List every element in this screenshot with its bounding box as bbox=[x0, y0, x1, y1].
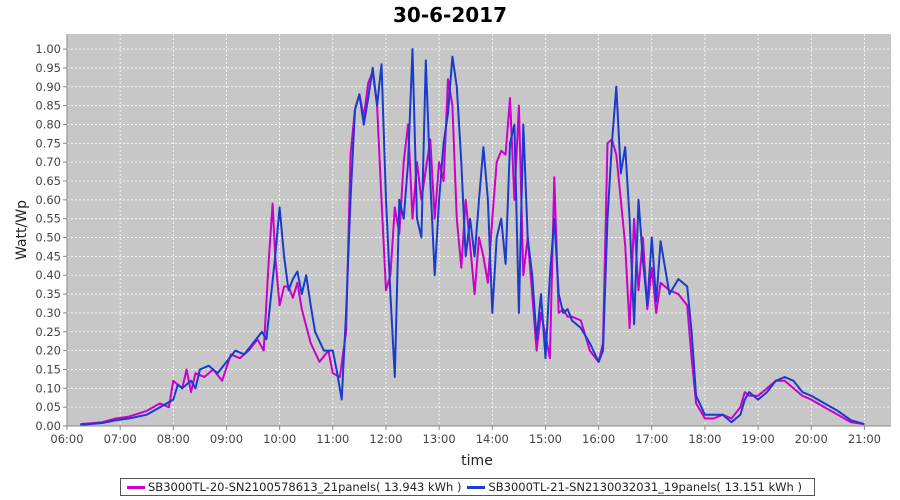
y-tick-label: 0.10 bbox=[35, 381, 61, 395]
legend-label: SB3000TL-21-SN2130032031_19panels( 13.15… bbox=[488, 480, 802, 494]
y-tick-label: 0.85 bbox=[35, 99, 61, 113]
x-tick-label: 09:00 bbox=[210, 432, 243, 446]
y-tick-label: 0.15 bbox=[35, 362, 61, 376]
legend-item-series-1: SB3000TL-20-SN2100578613_21panels( 13.94… bbox=[127, 480, 461, 494]
x-tick-label: 06:00 bbox=[50, 432, 83, 446]
y-tick-label: 0.20 bbox=[35, 344, 61, 358]
chart-title: 30-6-2017 bbox=[393, 3, 507, 27]
x-tick-label: 08:00 bbox=[157, 432, 190, 446]
y-tick-label: 0.05 bbox=[35, 400, 61, 414]
x-tick-label: 21:00 bbox=[848, 432, 881, 446]
y-tick-label: 0.45 bbox=[35, 249, 61, 263]
series-line-1 bbox=[80, 70, 865, 426]
x-tick-label: 17:00 bbox=[635, 432, 668, 446]
y-tick-label: 0.95 bbox=[35, 61, 61, 75]
legend-label: SB3000TL-20-SN2100578613_21panels( 13.94… bbox=[148, 480, 462, 494]
y-tick-label: 1.00 bbox=[35, 42, 61, 56]
y-tick-label: 0.60 bbox=[35, 193, 61, 207]
x-tick-label: 16:00 bbox=[582, 432, 615, 446]
x-tick-label: 07:00 bbox=[104, 432, 137, 446]
y-tick-label: 0.55 bbox=[35, 212, 61, 226]
y-tick-label: 0.50 bbox=[35, 231, 61, 245]
x-tick-label: 19:00 bbox=[742, 432, 775, 446]
y-tick-label: 0.75 bbox=[35, 136, 61, 150]
legend-item-series-2: SB3000TL-21-SN2130032031_19panels( 13.15… bbox=[467, 480, 802, 494]
y-tick-label: 0.80 bbox=[35, 117, 61, 131]
y-tick-label: 0.70 bbox=[35, 155, 61, 169]
legend-swatch bbox=[127, 485, 145, 489]
y-tick-label: 0.90 bbox=[35, 80, 61, 94]
x-tick-label: 18:00 bbox=[688, 432, 721, 446]
y-tick-label: 0.35 bbox=[35, 287, 61, 301]
x-tick-label: 20:00 bbox=[795, 432, 828, 446]
x-tick-label: 12:00 bbox=[369, 432, 402, 446]
y-tick-label: 0.00 bbox=[35, 419, 61, 433]
x-tick-label: 10:00 bbox=[263, 432, 296, 446]
x-tick-label: 11:00 bbox=[316, 432, 349, 446]
x-axis-ticks: 06:00 07:00 08:00 09:00 10:00 11:00 12:00 13:00… bbox=[50, 426, 881, 446]
y-tick-label: 0.25 bbox=[35, 325, 61, 339]
x-tick-label: 15:00 bbox=[529, 432, 562, 446]
y-tick-label: 0.65 bbox=[35, 174, 61, 188]
series-line-2 bbox=[80, 48, 865, 426]
y-tick-label: 0.30 bbox=[35, 306, 61, 320]
y-axis-label: Watt/Wp bbox=[14, 200, 30, 260]
grid bbox=[67, 34, 891, 426]
y-axis-ticks: 0.00 0.05 0.10 0.15 0.20 0.25 0.30 0.35 0.40 0.45… bbox=[35, 42, 67, 433]
series-layer bbox=[80, 48, 865, 426]
y-tick-label: 0.40 bbox=[35, 268, 61, 282]
x-tick-label: 14:00 bbox=[476, 432, 509, 446]
legend: SB3000TL-20-SN2100578613_21panels( 13.94… bbox=[120, 478, 815, 496]
x-axis-label: time bbox=[461, 453, 493, 469]
plot-area bbox=[67, 34, 891, 426]
x-tick-label: 13:00 bbox=[423, 432, 456, 446]
legend-swatch bbox=[467, 485, 486, 489]
